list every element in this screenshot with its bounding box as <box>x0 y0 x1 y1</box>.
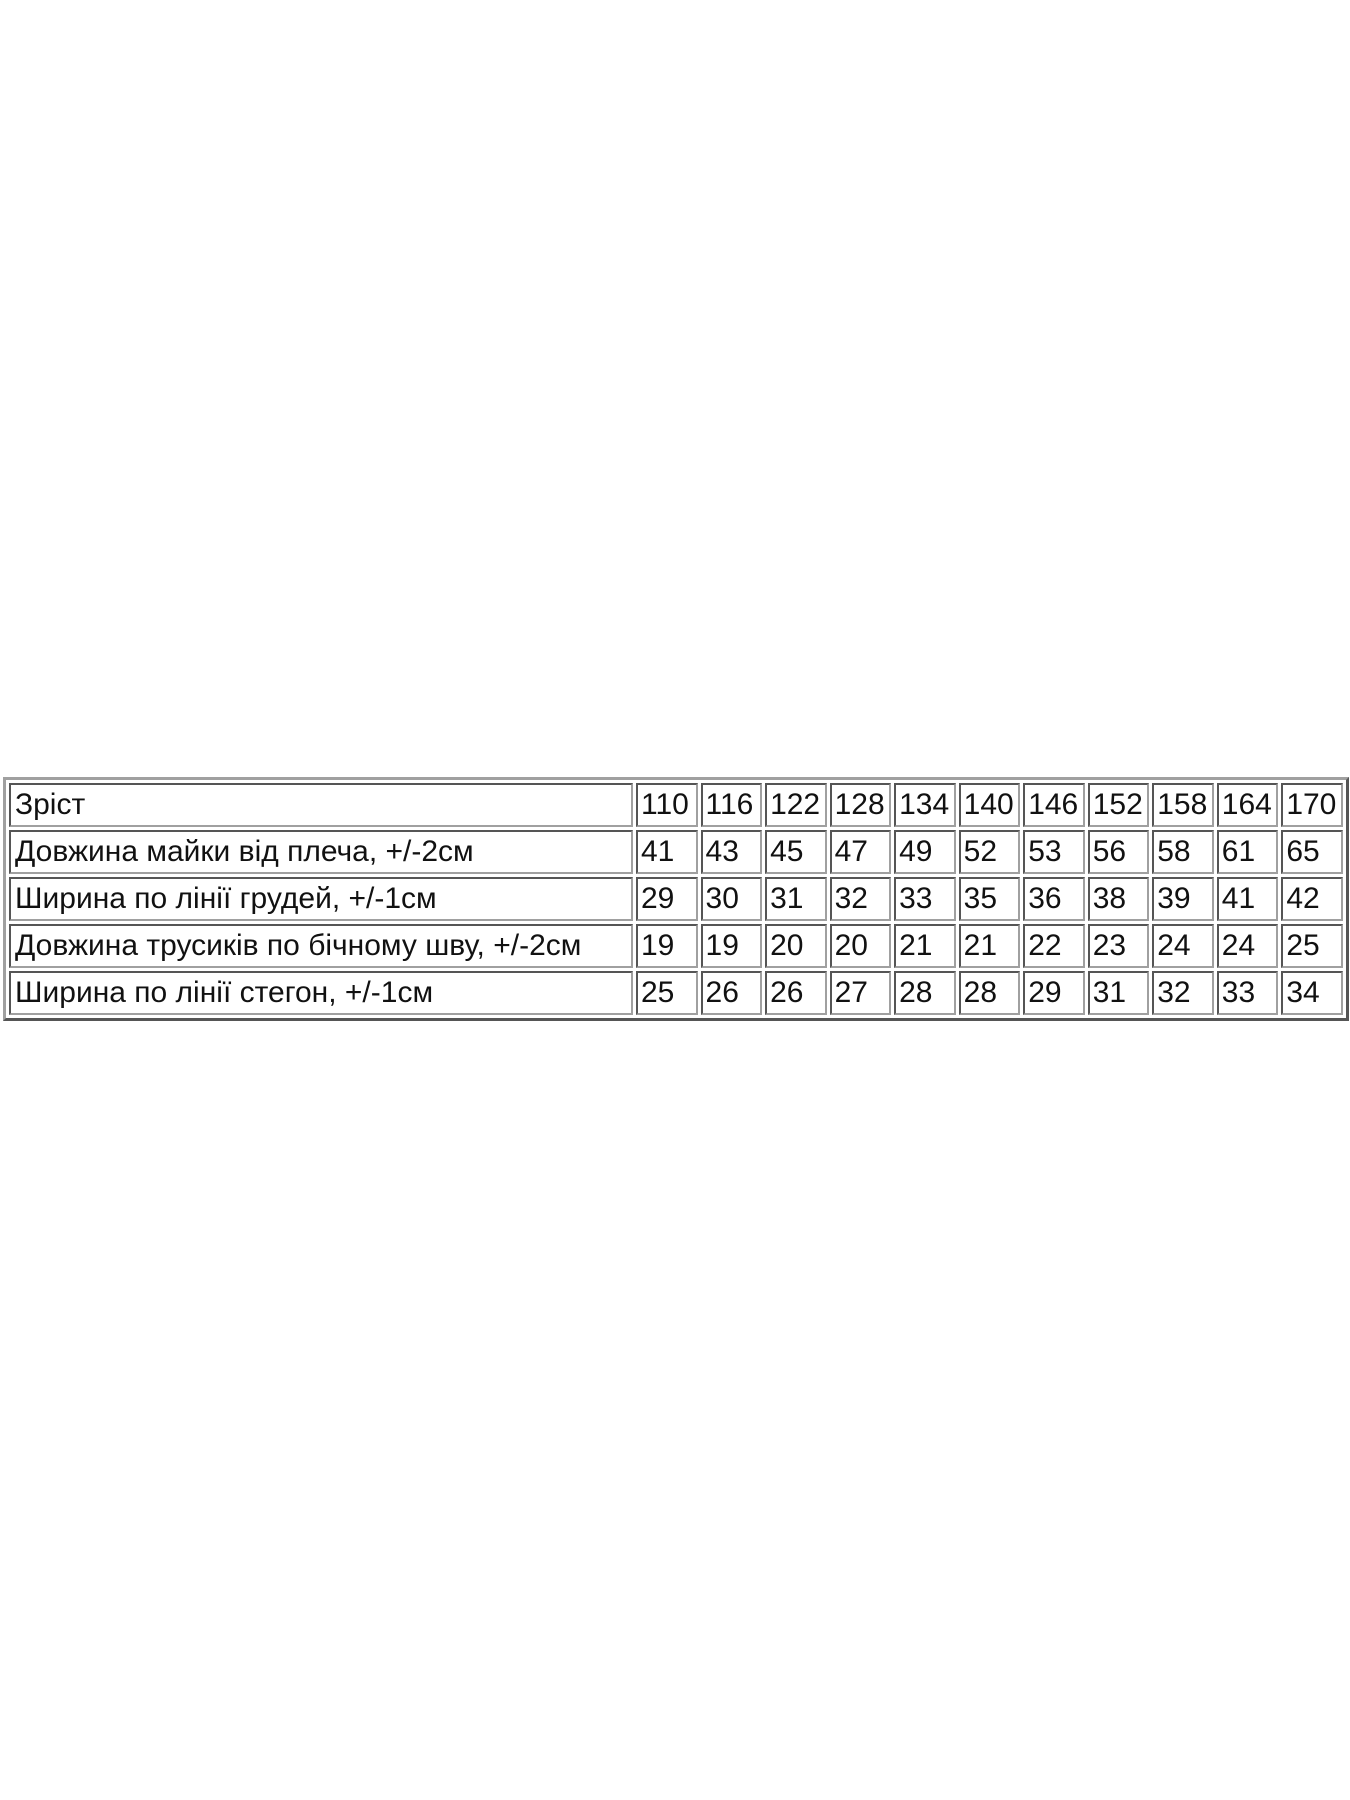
row-label: Ширина по лінії грудей, +/-1см <box>9 877 633 921</box>
table-cell: 52 <box>958 830 1021 874</box>
table-cell: 26 <box>765 971 827 1015</box>
table-cell: 164 <box>1216 783 1279 827</box>
table-cell: 28 <box>894 971 956 1015</box>
table-cell: 140 <box>958 783 1021 827</box>
table-cell: 25 <box>1281 924 1343 968</box>
table-cell: 33 <box>1216 971 1279 1015</box>
table-cell: 27 <box>829 971 892 1015</box>
table-row: Довжина трусиків по бічному шву, +/-2см 1… <box>9 924 1343 968</box>
table-cell: 65 <box>1281 830 1343 874</box>
table-cell: 31 <box>765 877 827 921</box>
size-chart: Зріст 110 116 122 128 134 140 146 152 158 164 170 До… <box>3 777 1349 1021</box>
table-row: Ширина по лінії стегон, +/-1см 25 26 26 27 28… <box>9 971 1343 1015</box>
table-cell: 41 <box>636 830 698 874</box>
table-cell: 20 <box>829 924 892 968</box>
table-cell: 146 <box>1023 783 1085 827</box>
table-row: Ширина по лінії грудей, +/-1см 29 30 31 32 33… <box>9 877 1343 921</box>
size-table: Зріст 110 116 122 128 134 140 146 152 158 164 170 До… <box>3 777 1349 1021</box>
table-cell: 43 <box>700 830 763 874</box>
table-cell: 32 <box>829 877 892 921</box>
table-cell: 47 <box>829 830 892 874</box>
table-cell: 19 <box>636 924 698 968</box>
table-cell: 122 <box>765 783 827 827</box>
table-cell: 116 <box>700 783 763 827</box>
table-cell: 23 <box>1087 924 1150 968</box>
table-cell: 134 <box>894 783 956 827</box>
table-cell: 21 <box>958 924 1021 968</box>
table-cell: 61 <box>1216 830 1279 874</box>
table-cell: 152 <box>1087 783 1150 827</box>
table-cell: 34 <box>1281 971 1343 1015</box>
table-cell: 170 <box>1281 783 1343 827</box>
table-cell: 158 <box>1152 783 1214 827</box>
table-cell: 36 <box>1023 877 1085 921</box>
table-cell: 53 <box>1023 830 1085 874</box>
table-cell: 58 <box>1152 830 1214 874</box>
table-cell: 24 <box>1152 924 1214 968</box>
table-cell: 25 <box>636 971 698 1015</box>
table-cell: 42 <box>1281 877 1343 921</box>
table-cell: 35 <box>958 877 1021 921</box>
table-cell: 32 <box>1152 971 1214 1015</box>
table-cell: 31 <box>1087 971 1150 1015</box>
table-cell: 39 <box>1152 877 1214 921</box>
table-cell: 110 <box>636 783 698 827</box>
table-cell: 22 <box>1023 924 1085 968</box>
table-cell: 30 <box>700 877 763 921</box>
table-cell: 29 <box>636 877 698 921</box>
row-label: Ширина по лінії стегон, +/-1см <box>9 971 633 1015</box>
row-label: Довжина майки від плеча, +/-2см <box>9 830 633 874</box>
table-cell: 49 <box>894 830 956 874</box>
table-cell: 26 <box>700 971 763 1015</box>
table-cell: 24 <box>1216 924 1279 968</box>
table-cell: 28 <box>958 971 1021 1015</box>
table-cell: 20 <box>765 924 827 968</box>
table-row: Довжина майки від плеча, +/-2см 41 43 45 47 4… <box>9 830 1343 874</box>
table-cell: 38 <box>1087 877 1150 921</box>
table-cell: 33 <box>894 877 956 921</box>
table-cell: 29 <box>1023 971 1085 1015</box>
row-label: Зріст <box>9 783 633 827</box>
table-cell: 56 <box>1087 830 1150 874</box>
table-cell: 45 <box>765 830 827 874</box>
header-row-height: Зріст 110 116 122 128 134 140 146 152 158 164 170 <box>9 783 1343 827</box>
table-cell: 21 <box>894 924 956 968</box>
table-cell: 128 <box>829 783 892 827</box>
table-cell: 41 <box>1216 877 1279 921</box>
row-label: Довжина трусиків по бічному шву, +/-2см <box>9 924 633 968</box>
table-cell: 19 <box>700 924 763 968</box>
